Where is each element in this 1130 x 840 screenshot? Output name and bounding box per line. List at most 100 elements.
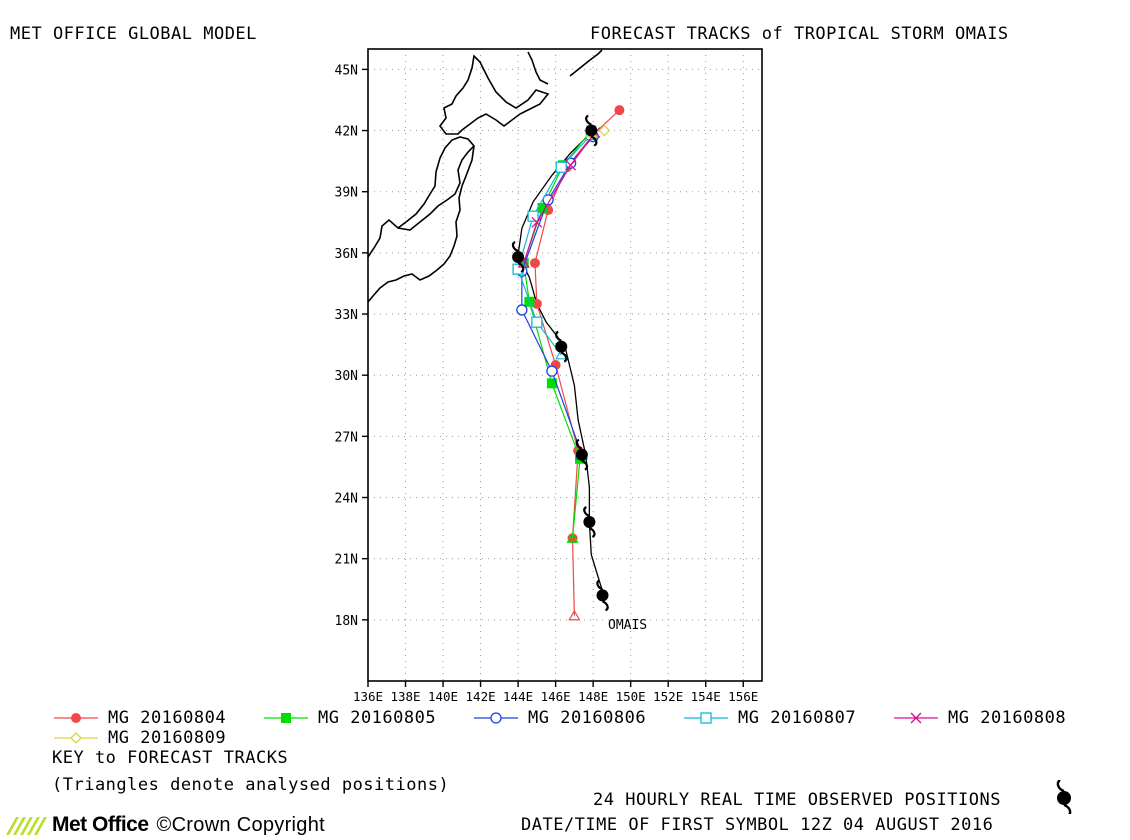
track-marker: [700, 712, 712, 724]
observed-symbols: [511, 114, 609, 612]
met-office-logo-text: Met Office: [52, 813, 149, 836]
cyclone-icon: [575, 438, 589, 471]
legend-item: MG 20160807: [682, 708, 856, 728]
storm-label: OMAIS: [608, 618, 647, 633]
legend-item: MG 20160806: [472, 708, 646, 728]
track-marker: [71, 713, 81, 723]
track-marker: [568, 609, 581, 621]
honshu-coast: [368, 136, 476, 258]
map-grid: [367, 49, 762, 681]
cyclone-icon: [555, 330, 568, 363]
legend-label: MG 20160807: [738, 708, 857, 728]
legend-item: MG 20160809: [52, 728, 226, 748]
lat-tick-label: 42N: [335, 125, 358, 140]
first-symbol-datetime: DATE/TIME OF FIRST SYMBOL 12Z 04 AUGUST …: [521, 815, 994, 835]
legend-label: MG 20160804: [108, 708, 227, 728]
track-marker: [516, 304, 528, 316]
legend-item: MG 20160808: [892, 708, 1066, 728]
track-marker: [527, 210, 539, 222]
lon-tick-label: 154E: [691, 689, 721, 704]
copyright: ©Crown Copyright: [157, 814, 326, 837]
observed-positions-label: 24 HOURLY REAL TIME OBSERVED POSITIONS: [593, 790, 1001, 810]
legend-label: MG 20160808: [948, 708, 1067, 728]
forecast-track: [512, 128, 597, 360]
sakhalin-coast: [527, 51, 549, 85]
legend-swatch: [474, 712, 518, 724]
triangle-note: (Triangles denote analysed positions): [52, 775, 450, 795]
lat-tick-label: 36N: [335, 247, 358, 262]
legend-item: MG 20160805: [262, 708, 436, 728]
chart-title: FORECAST TRACKS of TROPICAL STORM OMAIS: [590, 24, 1009, 44]
lon-tick-label: 152E: [653, 689, 683, 704]
lon-tick-label: 144E: [503, 689, 533, 704]
track-marker: [546, 365, 558, 377]
lat-tick-label: 24N: [335, 492, 358, 507]
cyclone-icon: [585, 114, 598, 147]
lon-tick-label: 136E: [353, 689, 383, 704]
lat-tick-label: 45N: [335, 63, 358, 78]
track-marker: [565, 159, 577, 171]
track-marker: [281, 713, 291, 723]
cyclone-icon: [583, 505, 596, 538]
forecast-track: [516, 131, 599, 460]
honshu-east-coast: [368, 145, 475, 303]
track-marker: [555, 161, 567, 173]
coastline: [368, 49, 603, 303]
lon-tick-label: 148E: [578, 689, 608, 704]
legend-item: MG 20160804: [52, 708, 226, 728]
cyclone-icon: [511, 240, 525, 273]
legend-label: MG 20160805: [318, 708, 437, 728]
hokkaido-coast: [439, 54, 550, 135]
legend-swatch: [54, 732, 98, 744]
lat-tick-label: 21N: [335, 553, 358, 568]
kuril-coast: [569, 49, 603, 77]
map-frame: [367, 48, 763, 682]
track-marker: [531, 316, 543, 328]
copyright-icon: ©: [156, 813, 172, 836]
lat-tick-label: 39N: [335, 186, 358, 201]
lon-tick-label: 146E: [541, 689, 571, 704]
legend-swatch: [684, 712, 728, 724]
met-office-logo: Met Office ©Crown Copyright: [4, 812, 325, 838]
lat-tick-label: 27N: [335, 430, 358, 445]
lat-tick-label: 30N: [335, 369, 358, 384]
legend-swatch: [894, 712, 938, 724]
track-marker: [70, 732, 82, 744]
track-marker: [910, 712, 922, 724]
cyclone-icon: [1056, 780, 1072, 814]
track-marker: [529, 258, 540, 269]
legend-swatch: [54, 713, 98, 723]
forecast-track-line: [534, 109, 620, 616]
lat-tick-label: 18N: [335, 614, 358, 629]
legend-swatch: [264, 713, 308, 723]
observed-track-line: [517, 132, 606, 598]
observed-track: [517, 132, 606, 598]
cyclone-icon: [596, 579, 609, 612]
lat-tick-label: 33N: [335, 308, 358, 323]
lon-tick-label: 140E: [428, 689, 458, 704]
legend-label: MG 20160809: [108, 728, 227, 748]
track-marker: [614, 105, 625, 116]
lon-tick-label: 138E: [390, 689, 420, 704]
track-marker: [537, 203, 548, 214]
track-marker: [546, 378, 557, 389]
track-marker: [531, 298, 542, 309]
model-title: MET OFFICE GLOBAL MODEL: [10, 24, 257, 44]
map-axes: 18N 21N 24N 27N 30N 33N 36N 39N 42N 45N 136E 138E 14…: [335, 63, 759, 704]
key-title: KEY to FORECAST TRACKS: [52, 748, 289, 768]
met-office-logo-icon: [6, 817, 47, 835]
track-marker: [566, 532, 579, 543]
forecast-track-line: [521, 136, 594, 455]
track-marker: [598, 124, 611, 137]
lon-tick-label: 142E: [466, 689, 496, 704]
forecast-tracks: [512, 105, 625, 621]
legend-label: MG 20160806: [528, 708, 647, 728]
forecast-track-line: [523, 132, 596, 264]
track-marker: [490, 712, 502, 724]
observed-symbol-key: [1056, 780, 1072, 814]
lon-tick-label: 150E: [616, 689, 646, 704]
track-marker: [531, 216, 543, 228]
copyright-text: Crown Copyright: [171, 813, 326, 836]
lon-tick-label: 156E: [728, 689, 758, 704]
